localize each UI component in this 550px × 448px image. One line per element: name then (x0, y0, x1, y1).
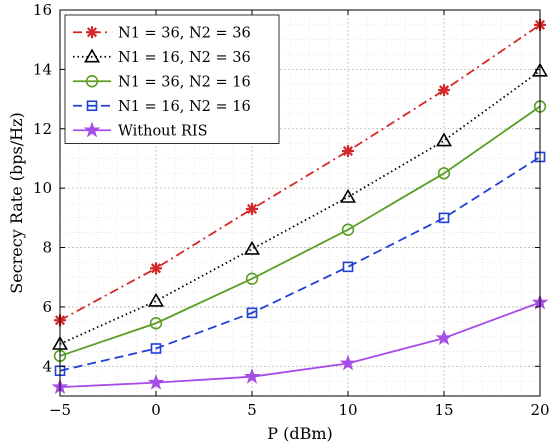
x-tick-label: 10 (338, 401, 357, 419)
legend-marker (85, 75, 99, 88)
series-line (59, 70, 541, 345)
data-point (342, 261, 354, 273)
series-1 (54, 18, 546, 327)
legend-item: N1 = 36, N2 = 16 (73, 74, 251, 90)
x-tick-label: 15 (434, 401, 453, 419)
y-tick-label: 6 (42, 298, 52, 316)
data-point (246, 307, 258, 319)
legend-marker (86, 100, 98, 112)
legend-item: N1 = 16, N2 = 36 (73, 48, 251, 66)
legend-label: N1 = 16, N2 = 36 (118, 50, 251, 66)
y-axis-label: Secrecy Rate (bps/Hz) (7, 112, 26, 293)
data-point (438, 212, 450, 224)
y-tick-label: 4 (42, 357, 52, 375)
series-line (59, 301, 541, 388)
legend-marker (86, 26, 98, 39)
data-point (150, 262, 162, 275)
series-layer (51, 18, 549, 395)
x-tick-label: 5 (247, 401, 257, 419)
series-line (59, 105, 541, 357)
data-point (436, 132, 452, 147)
data-point (149, 317, 163, 330)
x-axis-label: P (dBm) (267, 424, 333, 443)
series-line (59, 156, 541, 372)
legend-box (64, 14, 280, 144)
legend-label: N1 = 16, N2 = 16 (118, 99, 251, 115)
legend-marker (83, 121, 101, 138)
legend: N1 = 36, N2 = 36 N1 = 16, N2 = 36 N1 = 36,… (64, 14, 280, 144)
data-point (438, 84, 450, 97)
data-point (244, 240, 260, 255)
data-point (342, 145, 354, 158)
legend-item: N1 = 36, N2 = 36 (73, 25, 251, 41)
legend-item: N1 = 16, N2 = 16 (73, 99, 251, 115)
plot-frame (59, 9, 541, 397)
legend-label: N1 = 36, N2 = 16 (118, 74, 251, 90)
data-point (437, 167, 451, 180)
legend-marker (84, 48, 100, 63)
y-tick-label: 12 (33, 120, 52, 138)
y-tick-label: 10 (33, 179, 52, 197)
data-point (148, 292, 164, 307)
y-tick-label: 14 (33, 60, 52, 78)
x-tick-label: 20 (530, 401, 549, 419)
data-point (339, 354, 357, 371)
axis-ticks: −5 0 5 10 15 20 4 6 8 10 12 14 16 (33, 1, 550, 419)
legend-label: N1 = 36, N2 = 36 (118, 25, 251, 41)
data-point (243, 367, 261, 384)
legend-item: Without RIS (73, 121, 208, 139)
data-point (147, 373, 165, 390)
series-5 (51, 293, 549, 395)
x-tick-label: −5 (49, 401, 71, 419)
data-point (245, 272, 259, 285)
series-4 (54, 151, 546, 377)
series-line (59, 24, 541, 322)
data-point (246, 202, 258, 215)
x-tick-label: 0 (151, 401, 161, 419)
legend-label: Without RIS (118, 123, 208, 139)
data-point (340, 188, 356, 203)
data-point (435, 329, 453, 346)
data-point (150, 343, 162, 354)
y-tick-label: 16 (33, 1, 52, 19)
y-tick-label: 8 (42, 239, 52, 257)
data-point (341, 223, 355, 236)
